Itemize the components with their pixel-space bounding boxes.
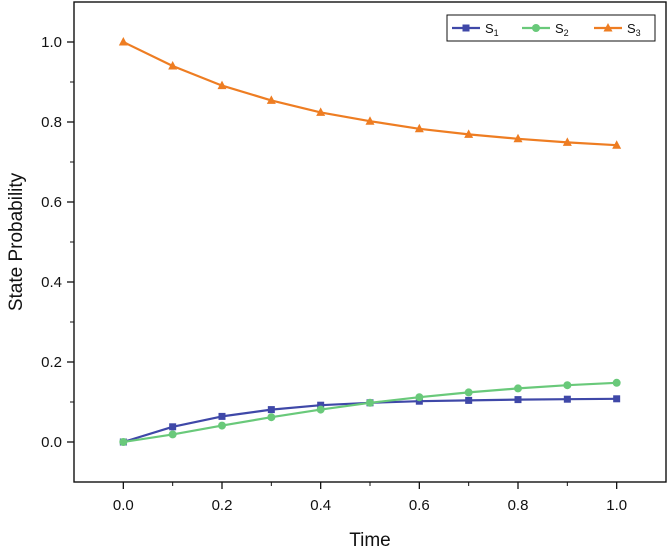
data-point (563, 381, 572, 390)
data-point (119, 438, 128, 446)
data-point (169, 423, 177, 431)
x-tick-label: 0.8 (508, 497, 529, 514)
x-tick-label: 1.0 (606, 497, 627, 514)
x-tick-label: 0.0 (113, 497, 134, 514)
legend-item: S2 (522, 21, 569, 38)
data-point (217, 80, 227, 90)
legend-marker (462, 24, 470, 32)
x-tick-label: 0.2 (212, 497, 233, 514)
data-point (415, 393, 424, 402)
y-tick-label: 0.8 (41, 114, 62, 131)
data-point (612, 378, 621, 387)
x-tick-label: 0.4 (310, 497, 331, 514)
data-point (613, 395, 621, 403)
data-point (366, 398, 374, 407)
data-point (464, 129, 474, 138)
legend-label: S2 (555, 21, 569, 38)
y-tick-label: 0.6 (41, 194, 62, 211)
data-point (267, 406, 275, 414)
data-point (316, 107, 326, 116)
y-tick-label: 0.0 (41, 434, 62, 451)
data-point (316, 405, 325, 414)
x-axis-title: Time (349, 530, 391, 551)
x-tick-label: 0.6 (409, 497, 430, 514)
data-point (562, 137, 572, 146)
data-point (464, 388, 473, 397)
data-point (365, 116, 375, 125)
data-point (168, 430, 177, 439)
data-point (612, 140, 622, 149)
plot-frame (73, 1, 667, 483)
series-layer (118, 37, 622, 446)
series-s3 (118, 37, 622, 149)
data-point (168, 61, 178, 70)
y-tick-label: 0.4 (41, 274, 62, 291)
data-point (513, 133, 523, 143)
legend-marker (603, 23, 613, 32)
y-tick-label: 0.2 (41, 354, 62, 371)
legend-marker (532, 24, 540, 32)
data-point (563, 395, 571, 403)
legend-item: S1 (452, 21, 499, 38)
legend-label: S3 (627, 21, 641, 38)
data-point (514, 384, 522, 393)
y-axis-title: State Probability (6, 172, 27, 311)
legend: S1 S2 S3 (446, 14, 656, 42)
y-tick-label: 1.0 (41, 34, 62, 51)
data-point (267, 413, 276, 422)
data-point (414, 123, 424, 133)
data-point (465, 396, 473, 404)
legend-item: S3 (594, 21, 641, 38)
series-s2 (119, 378, 621, 446)
data-point (218, 421, 226, 430)
data-point (218, 412, 226, 420)
data-point (317, 401, 325, 409)
data-point (266, 95, 276, 104)
data-point (118, 37, 128, 46)
data-point (514, 396, 522, 404)
x-axis: 0.0 0.2 0.4 0.6 0.8 1.0 (113, 482, 627, 514)
y-axis: 0.0 0.2 0.4 0.6 0.8 1.0 (41, 34, 74, 451)
legend-label: S1 (485, 21, 499, 38)
